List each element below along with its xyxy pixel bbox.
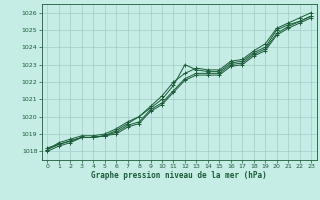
- X-axis label: Graphe pression niveau de la mer (hPa): Graphe pression niveau de la mer (hPa): [91, 171, 267, 180]
